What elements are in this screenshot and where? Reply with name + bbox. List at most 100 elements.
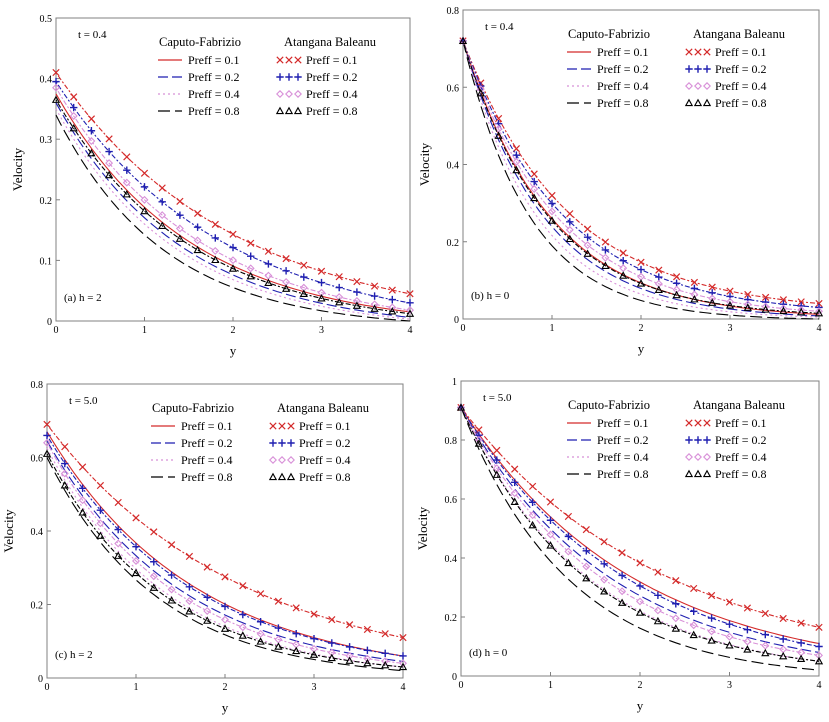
data-point: [238, 623, 247, 632]
data-point: [530, 177, 538, 186]
legend-marker: [693, 98, 703, 107]
data-point: [122, 178, 131, 187]
data-point: [600, 538, 608, 546]
legend-label: Preff = 0.2: [306, 70, 358, 84]
legend-label: Preff = 0.2: [715, 433, 767, 447]
legend-item: Preff = 0.8: [275, 104, 358, 118]
legend-marker: [685, 65, 693, 73]
data-point: [399, 633, 407, 642]
legend-marker: [684, 98, 694, 107]
legend-label: Preff = 0.2: [597, 433, 649, 447]
data-point: [370, 282, 379, 290]
legend-marker: [285, 90, 293, 98]
data-point: [238, 631, 247, 639]
series-line: [46, 453, 404, 668]
legend-item: Preff = 0.4: [269, 453, 351, 467]
series-ab-01: [52, 68, 414, 298]
data-point: [743, 645, 752, 653]
x-tick-label: 4: [817, 323, 822, 334]
data-point: [70, 93, 78, 101]
y-tick-label: 0.2: [445, 613, 458, 624]
data-point: [725, 641, 734, 649]
legend-label: Preff = 0.4: [181, 453, 233, 467]
data-point: [761, 630, 769, 639]
data-point: [131, 568, 141, 577]
y-tick-label: 0.2: [40, 196, 53, 207]
data-point: [60, 469, 69, 478]
legend-marker: [703, 419, 711, 427]
data-point: [221, 573, 229, 581]
data-point: [779, 304, 788, 313]
time-label: t = 0.4: [485, 21, 514, 33]
legend-label: Preff = 0.2: [715, 62, 767, 76]
y-tick-label: 0: [452, 672, 457, 683]
legend-marker: [684, 469, 694, 478]
series-line: [462, 40, 820, 320]
data-point: [459, 36, 467, 45]
legend-marker: [685, 48, 693, 56]
data-point: [345, 656, 354, 664]
data-point: [565, 225, 574, 234]
data-point: [546, 498, 555, 506]
series-line: [460, 407, 820, 656]
data-point: [140, 183, 149, 191]
legend-marker: [703, 82, 711, 90]
legend-label: Preff = 0.8: [299, 470, 351, 484]
series-ab-08: [458, 36, 824, 317]
data-point: [796, 654, 806, 663]
data-point: [167, 596, 176, 604]
data-point: [132, 514, 140, 522]
x-tick-label: 1: [550, 323, 555, 334]
legend-label: Preff = 0.4: [306, 87, 358, 101]
data-point: [345, 621, 354, 629]
legend-marker: [276, 73, 284, 81]
legend-label: Preff = 0.8: [181, 470, 233, 484]
y-axis-label: Velocity: [10, 147, 25, 191]
data-point: [708, 298, 717, 306]
data-point: [761, 305, 770, 313]
data-point: [203, 563, 211, 571]
data-point: [167, 541, 176, 549]
legend-item: Preff = 0.1: [151, 419, 233, 433]
data-point: [635, 608, 645, 616]
series-ab-04: [457, 403, 823, 660]
series-ab-01: [459, 37, 823, 308]
data-point: [654, 591, 662, 600]
series-line: [462, 40, 820, 312]
data-point: [211, 234, 219, 242]
data-point: [725, 620, 734, 628]
legend-marker: [286, 472, 296, 481]
data-point: [636, 279, 646, 287]
data-point: [672, 600, 680, 608]
series-cf-01: [462, 40, 820, 315]
legend-marker: [269, 422, 277, 430]
legend-label: Preff = 0.1: [306, 53, 358, 67]
legend-label: Preff = 0.8: [715, 467, 767, 481]
series-cf-02: [55, 102, 411, 318]
data-point: [300, 261, 308, 269]
legend-label: Preff = 0.8: [188, 104, 240, 118]
series-ab-08: [456, 403, 824, 665]
series-ab-01: [457, 403, 823, 631]
panel-label: (b) h = 0: [471, 290, 510, 302]
legend-marker: [268, 472, 278, 481]
x-axis-label: y: [637, 698, 644, 713]
data-point: [246, 271, 255, 280]
data-point: [167, 571, 176, 579]
data-point: [220, 624, 230, 632]
x-axis-label: y: [222, 700, 229, 715]
data-point: [363, 658, 372, 667]
data-point: [211, 255, 220, 264]
series-line: [460, 407, 820, 662]
data-point: [619, 249, 627, 257]
series-ab-01: [43, 420, 407, 642]
series-line: [460, 407, 820, 671]
data-point: [797, 298, 805, 306]
data-point: [149, 583, 158, 591]
legend-item: Preff = 0.4: [158, 87, 240, 101]
legend-label: Preff = 0.4: [715, 450, 767, 464]
data-point: [352, 301, 362, 309]
legend-item: Preff = 0.8: [684, 467, 767, 481]
data-point: [399, 652, 407, 660]
